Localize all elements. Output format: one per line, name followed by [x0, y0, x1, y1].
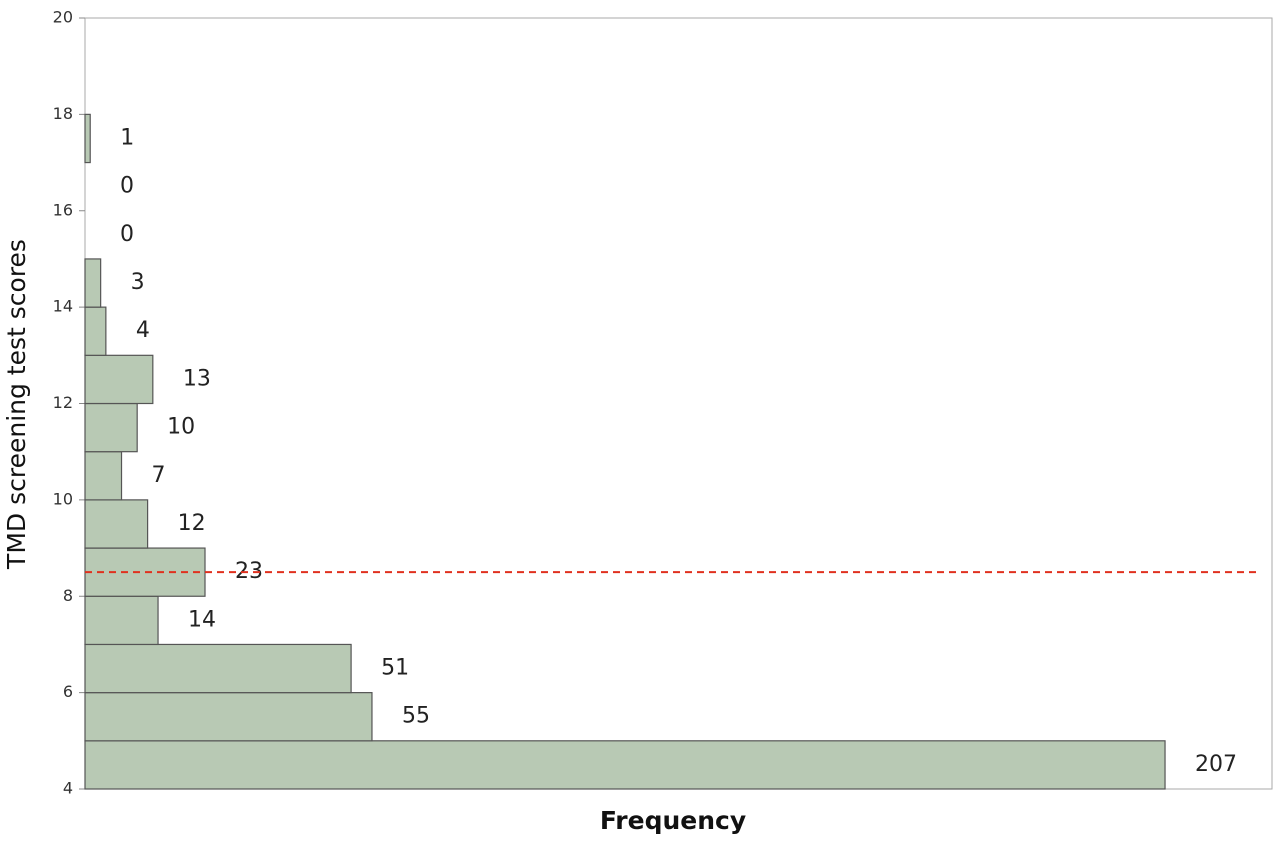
value-label: 7	[152, 463, 166, 488]
bar	[84, 354, 154, 405]
value-label: 14	[188, 607, 216, 632]
value-label: 0	[120, 222, 134, 247]
y-tick-label: 10	[53, 489, 73, 508]
y-tick-label: 20	[53, 8, 73, 27]
value-label: 13	[183, 366, 211, 391]
y-tick-label: 14	[53, 297, 73, 316]
value-label: 3	[131, 270, 145, 295]
bar	[84, 451, 123, 501]
bar	[84, 595, 159, 646]
value-label: 0	[120, 174, 134, 199]
bar	[84, 740, 1166, 790]
y-axis-title: TMD screening test scores	[2, 239, 31, 570]
y-tick-label: 16	[53, 200, 73, 219]
bar	[84, 402, 138, 453]
x-axis-title: Frequency	[600, 806, 746, 835]
value-label: 1	[120, 125, 134, 150]
value-label: 10	[167, 415, 195, 440]
bar	[84, 306, 107, 356]
bar	[84, 258, 102, 308]
bar	[84, 643, 352, 694]
value-label: 51	[381, 656, 409, 681]
y-tick-label: 12	[53, 393, 73, 412]
bar	[84, 113, 91, 164]
y-tick-label: 6	[63, 682, 73, 701]
y-tick-label: 8	[63, 586, 73, 605]
bar	[84, 692, 373, 742]
value-label: 4	[136, 318, 150, 343]
value-label: 207	[1195, 752, 1237, 777]
value-label: 55	[402, 704, 430, 729]
y-tick-label: 4	[63, 779, 73, 798]
value-label: 12	[178, 511, 206, 536]
bar	[84, 499, 149, 549]
y-tick-label: 18	[53, 104, 73, 123]
